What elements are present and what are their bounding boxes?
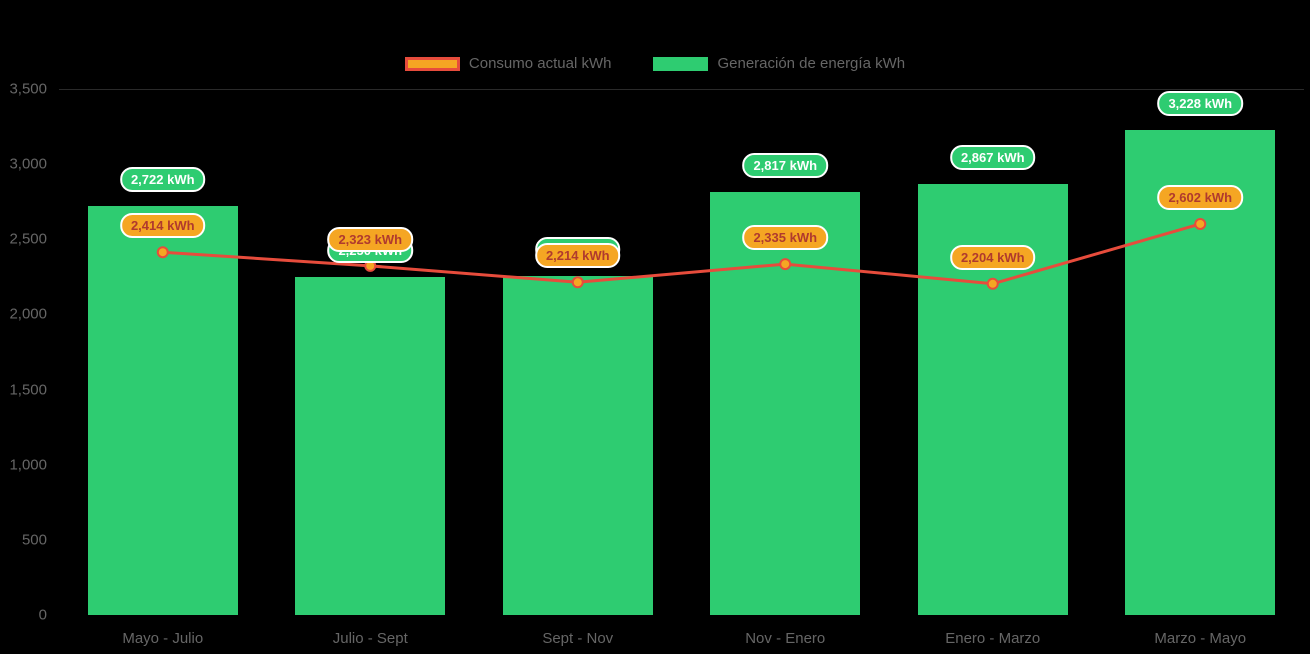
generation-bar xyxy=(295,276,446,615)
generation-bar xyxy=(87,205,238,615)
legend-label-consumo: Consumo actual kWh xyxy=(468,55,612,72)
y-axis-tick-label: 500 xyxy=(21,531,47,549)
x-axis-label: Julio - Sept xyxy=(332,630,408,647)
y-axis-tick-label: 3,500 xyxy=(9,80,47,98)
gridline-3500 xyxy=(59,89,1304,90)
chart-legend: Consumo actual kWh Generación de energía… xyxy=(0,55,1310,72)
generacion-swatch-icon xyxy=(653,56,709,71)
legend-item-consumo[interactable]: Consumo actual kWh xyxy=(404,55,612,72)
generation-bar xyxy=(1125,129,1276,615)
y-axis-tick-label: 3,000 xyxy=(9,155,47,173)
consumption-label-badge: 2,204 kWh xyxy=(949,244,1036,270)
generation-bar xyxy=(710,191,861,615)
y-axis-tick-label: 2,000 xyxy=(9,305,47,323)
legend-label-generacion: Generación de energía kWh xyxy=(717,55,906,72)
generation-bar xyxy=(502,276,653,615)
consumption-label-badge: 2,335 kWh xyxy=(742,225,829,251)
x-axis-label: Marzo - Mayo xyxy=(1154,630,1247,647)
consumption-label-badge: 2,414 kWh xyxy=(119,213,206,239)
generation-label-badge: 3,228 kWh xyxy=(1157,90,1244,116)
consumption-label-badge: 2,602 kWh xyxy=(1157,184,1244,210)
legend-item-generacion[interactable]: Generación de energía kWh xyxy=(653,55,905,72)
y-axis-tick-label: 1,000 xyxy=(9,456,47,474)
y-axis-tick-label: 2,500 xyxy=(9,230,47,248)
x-axis-label: Enero - Marzo xyxy=(945,630,1041,647)
x-axis-label: Nov - Enero xyxy=(745,630,826,647)
y-axis-tick-label: 1,500 xyxy=(9,381,47,399)
y-axis-tick-label: 0 xyxy=(38,606,47,624)
x-axis-label: Sept - Nov xyxy=(542,630,614,647)
consumption-label-badge: 2,323 kWh xyxy=(327,226,414,252)
generation-label-badge: 2,722 kWh xyxy=(119,166,206,192)
x-axis-label: Mayo - Julio xyxy=(122,630,204,647)
consumption-label-badge: 2,214 kWh xyxy=(534,243,621,269)
generation-label-badge: 2,867 kWh xyxy=(949,145,1036,171)
generation-label-badge: 2,817 kWh xyxy=(742,152,829,178)
consumo-swatch-icon xyxy=(404,56,460,71)
